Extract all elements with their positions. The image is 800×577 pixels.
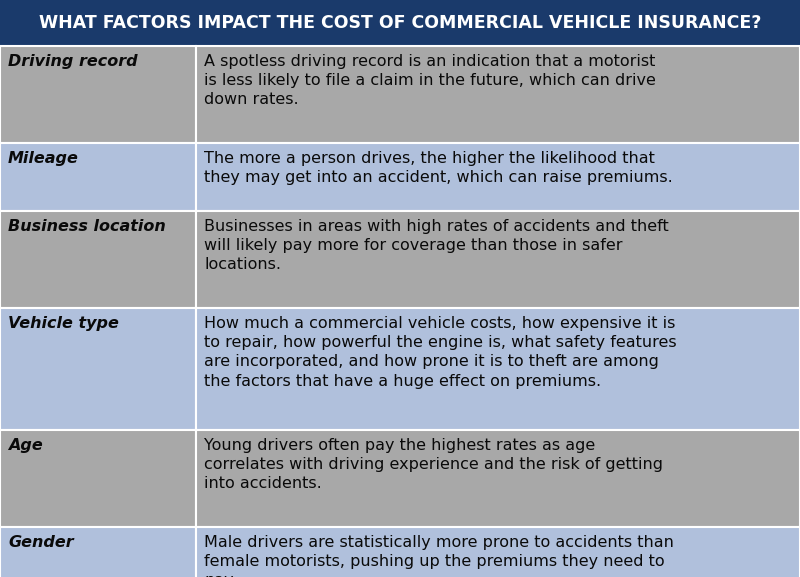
- Text: Gender: Gender: [8, 535, 74, 550]
- Text: Businesses in areas with high rates of accidents and theft
will likely pay more : Businesses in areas with high rates of a…: [204, 219, 669, 272]
- Text: A spotless driving record is an indication that a motorist
is less likely to fil: A spotless driving record is an indicati…: [204, 54, 656, 107]
- Bar: [196, 308, 800, 430]
- Text: Mileage: Mileage: [8, 151, 79, 166]
- Bar: [0, 143, 196, 211]
- Text: WHAT FACTORS IMPACT THE COST OF COMMERCIAL VEHICLE INSURANCE?: WHAT FACTORS IMPACT THE COST OF COMMERCI…: [39, 14, 761, 32]
- Bar: [196, 46, 800, 143]
- Bar: [0, 0, 800, 46]
- Text: Age: Age: [8, 438, 42, 453]
- Bar: [0, 308, 196, 430]
- Bar: [196, 143, 800, 211]
- Bar: [0, 527, 196, 577]
- Text: How much a commercial vehicle costs, how expensive it is
to repair, how powerful: How much a commercial vehicle costs, how…: [204, 316, 677, 388]
- Bar: [0, 211, 196, 308]
- Text: Young drivers often pay the highest rates as age
correlates with driving experie: Young drivers often pay the highest rate…: [204, 438, 663, 492]
- Text: The more a person drives, the higher the likelihood that
they may get into an ac: The more a person drives, the higher the…: [204, 151, 673, 185]
- Text: Driving record: Driving record: [8, 54, 138, 69]
- Bar: [196, 527, 800, 577]
- Text: Male drivers are statistically more prone to accidents than
female motorists, pu: Male drivers are statistically more pron…: [204, 535, 674, 577]
- Bar: [196, 211, 800, 308]
- Text: Vehicle type: Vehicle type: [8, 316, 119, 331]
- Bar: [196, 430, 800, 527]
- Bar: [0, 46, 196, 143]
- Bar: [0, 430, 196, 527]
- Text: Business location: Business location: [8, 219, 166, 234]
